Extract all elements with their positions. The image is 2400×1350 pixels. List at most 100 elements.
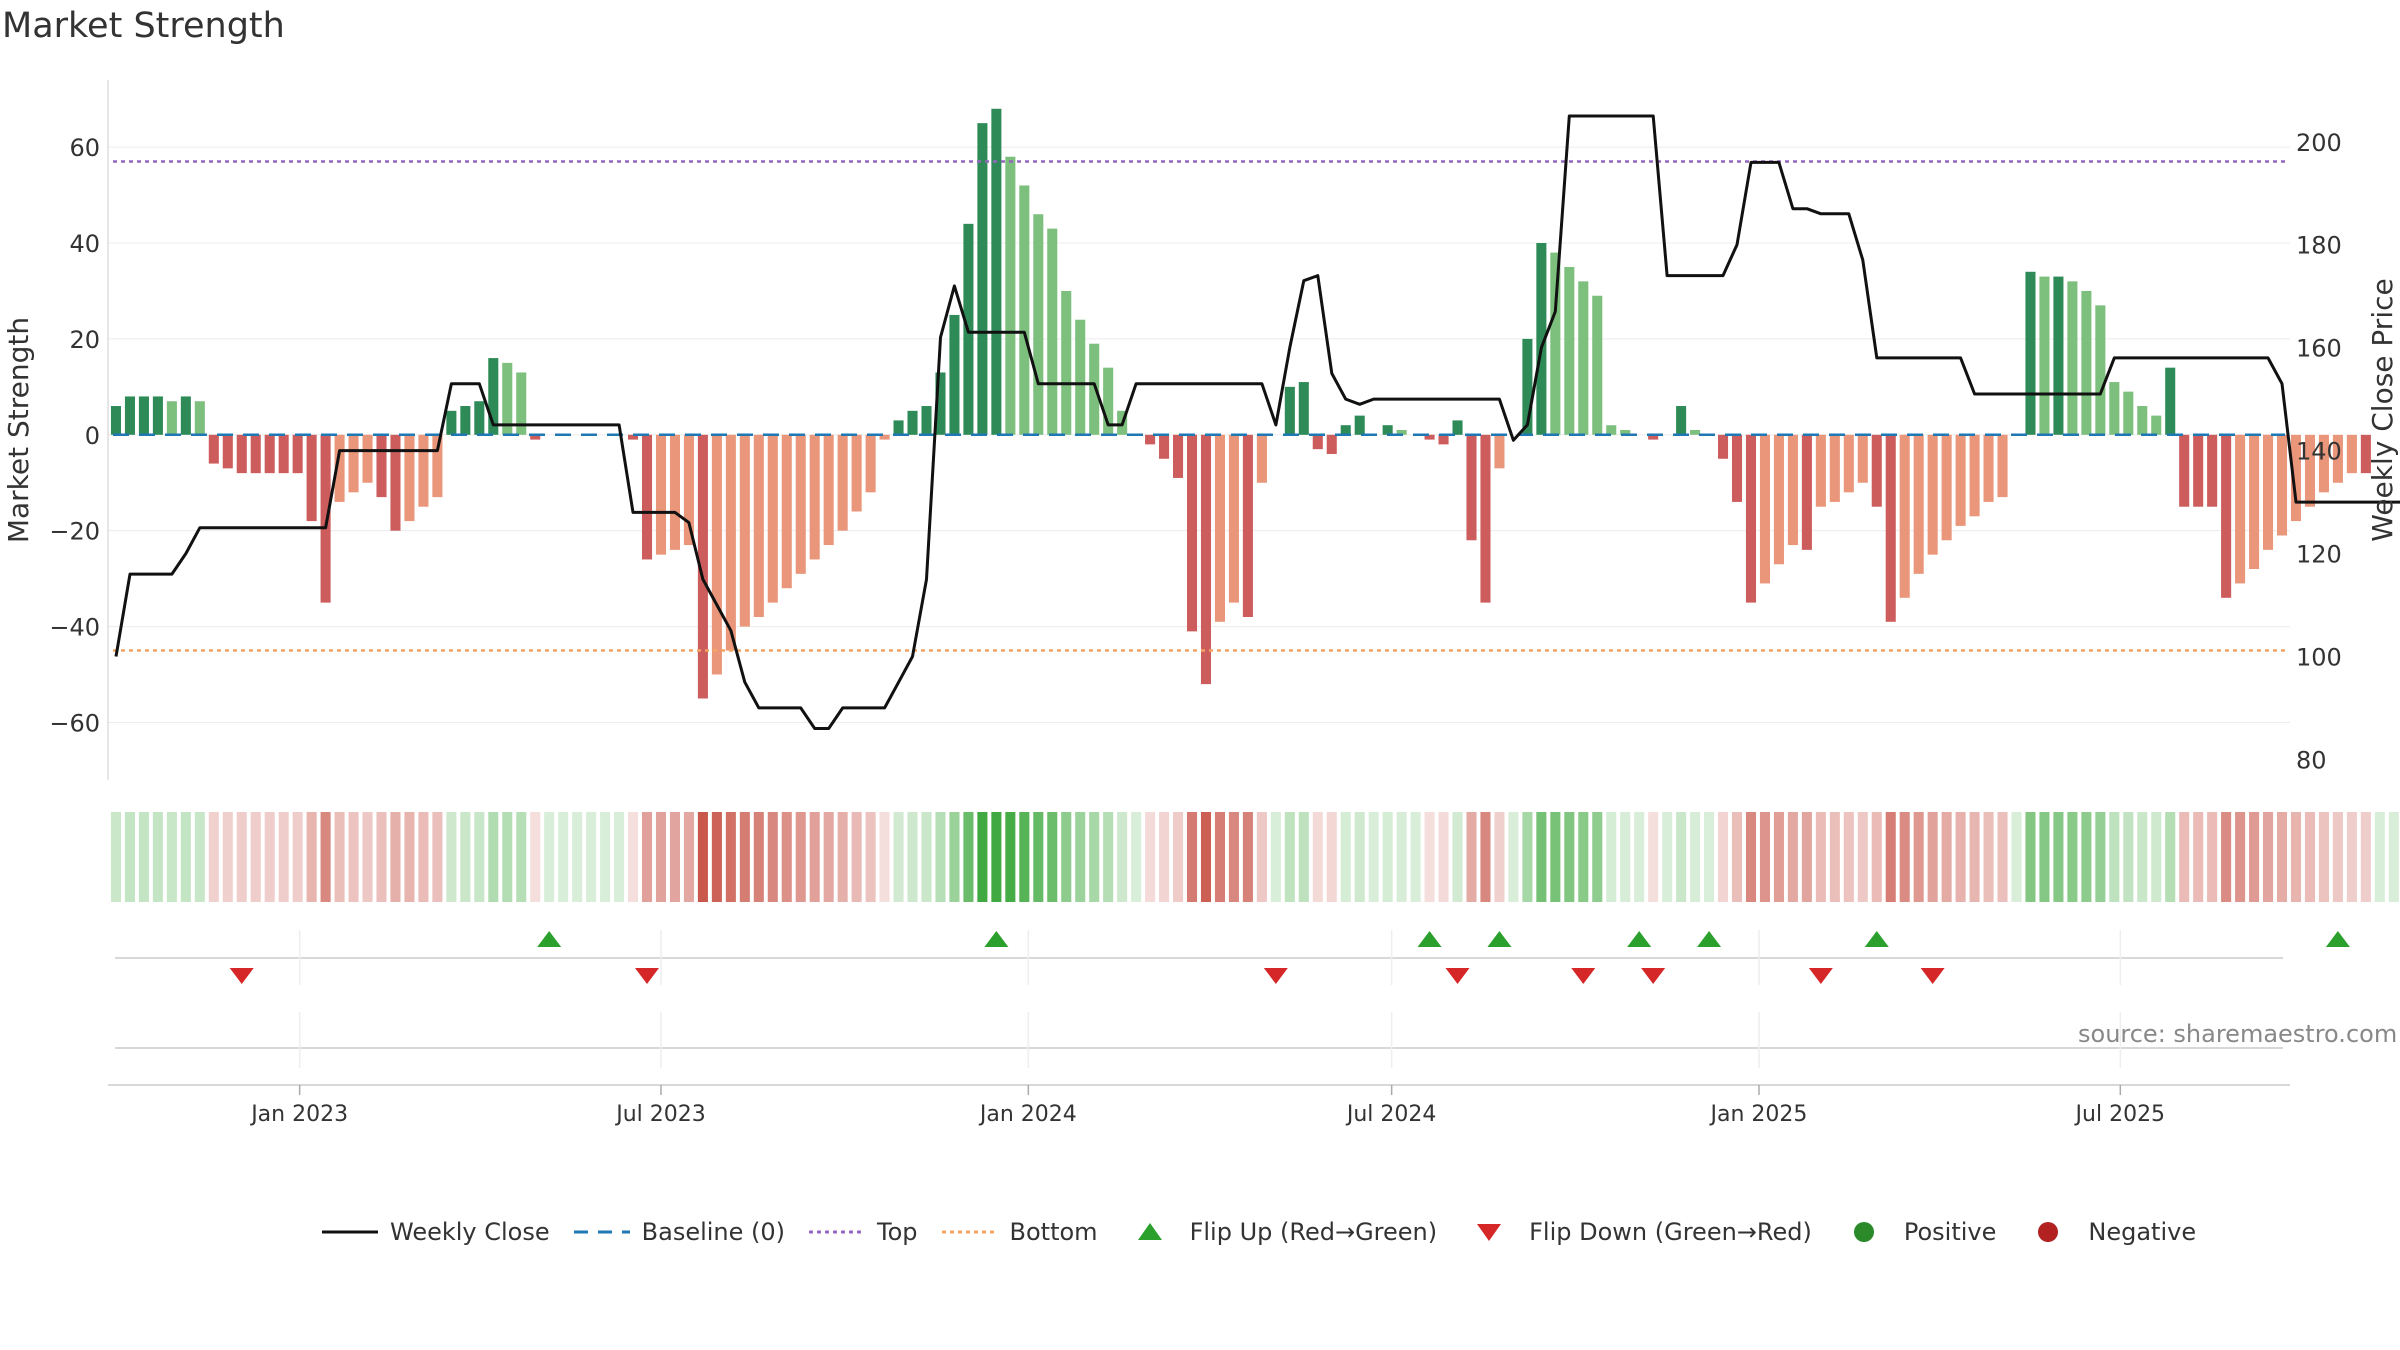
strength-bar bbox=[1578, 281, 1589, 435]
heat-cell bbox=[1047, 812, 1058, 902]
strength-bar bbox=[376, 434, 387, 498]
heat-cell bbox=[2332, 812, 2343, 902]
heat-cell bbox=[711, 812, 722, 902]
y-tick-label: 40 bbox=[69, 230, 100, 258]
heat-cell bbox=[166, 812, 177, 902]
strength-bar bbox=[1885, 434, 1896, 622]
strength-bar bbox=[1592, 295, 1603, 435]
strength-bar bbox=[502, 362, 513, 435]
strength-bar bbox=[1480, 434, 1491, 603]
strength-bar bbox=[767, 434, 778, 603]
heat-cell bbox=[879, 812, 890, 902]
heat-cell bbox=[2263, 812, 2274, 902]
legend-label: Flip Up (Red→Green) bbox=[1189, 1218, 1438, 1246]
strength-bar bbox=[1843, 434, 1854, 493]
strength-bar bbox=[1242, 434, 1253, 617]
heat-cell bbox=[809, 812, 820, 902]
heat-cell bbox=[1326, 812, 1337, 902]
heat-cell bbox=[1759, 812, 1770, 902]
legend-item: Flip Down (Green→Red) bbox=[1459, 1217, 1812, 1247]
legend-label: Top bbox=[877, 1218, 918, 1246]
heat-cell bbox=[544, 812, 555, 902]
strength-bar bbox=[306, 434, 317, 522]
heat-cell bbox=[194, 812, 205, 902]
flip-up-marker bbox=[1487, 931, 1512, 947]
strength-bar bbox=[2067, 281, 2078, 435]
flip-up-marker bbox=[1864, 931, 1889, 947]
strength-bar bbox=[1536, 243, 1547, 435]
heat-cell bbox=[1801, 812, 1812, 902]
strength-bar bbox=[641, 434, 653, 560]
heat-cell bbox=[739, 812, 750, 902]
strength-bar bbox=[1438, 434, 1449, 445]
legend-item: Baseline (0) bbox=[572, 1217, 785, 1247]
strength-bar bbox=[236, 434, 247, 474]
flip-down-marker bbox=[1641, 968, 1666, 984]
heat-cell bbox=[1955, 812, 1966, 902]
strength-bar bbox=[2290, 434, 2302, 522]
heat-cell bbox=[1676, 812, 1687, 902]
strength-bar bbox=[977, 123, 988, 435]
heat-cell bbox=[2318, 812, 2329, 902]
heat-cell bbox=[795, 812, 806, 902]
heat-cell bbox=[1704, 812, 1715, 902]
heat-cell bbox=[1983, 812, 1994, 902]
heat-cell bbox=[851, 812, 862, 902]
x-tick-label: Jul 2025 bbox=[2074, 1102, 2166, 1127]
heat-cell bbox=[725, 812, 736, 902]
weekly-close-line bbox=[114, 114, 2400, 730]
heat-cell bbox=[1424, 812, 1435, 902]
strength-bar bbox=[935, 372, 946, 435]
strength-bar bbox=[2263, 434, 2274, 550]
strength-bar bbox=[1312, 434, 1323, 450]
strength-bar bbox=[921, 406, 932, 435]
dotted-line-icon bbox=[807, 1217, 867, 1247]
strength-bar bbox=[222, 434, 233, 469]
y-tick-label: −60 bbox=[49, 709, 100, 737]
circle-icon bbox=[2018, 1217, 2078, 1247]
heat-cell bbox=[767, 812, 778, 902]
heat-cell bbox=[837, 812, 848, 902]
heat-cell bbox=[572, 812, 583, 902]
legend-item: Bottom bbox=[940, 1217, 1098, 1247]
heat-cell bbox=[823, 812, 834, 902]
heat-cell bbox=[1745, 812, 1757, 902]
heat-cell bbox=[1997, 812, 2008, 902]
strength-bar bbox=[474, 401, 485, 435]
flip-down-marker bbox=[1808, 968, 1833, 984]
heat-cell bbox=[865, 812, 876, 902]
strength-bar bbox=[949, 314, 960, 435]
heat-cell bbox=[292, 812, 303, 902]
strength-bar bbox=[2179, 434, 2190, 507]
strength-bar bbox=[1620, 430, 1631, 435]
strength-bar bbox=[166, 401, 177, 435]
legend-item: Negative bbox=[2018, 1217, 2196, 1247]
strength-bar bbox=[865, 434, 876, 493]
strength-bar bbox=[1648, 434, 1659, 440]
heat-cell bbox=[2235, 812, 2246, 902]
strength-bar bbox=[1019, 185, 1030, 435]
strength-bar bbox=[1829, 434, 1840, 502]
strength-bar bbox=[1103, 367, 1114, 435]
heat-cell bbox=[586, 812, 597, 902]
circle-icon bbox=[1834, 1217, 1894, 1247]
heat-cell bbox=[753, 812, 764, 902]
strength-bar bbox=[1801, 434, 1812, 550]
heat-cell bbox=[1662, 812, 1673, 902]
strength-bar bbox=[124, 396, 135, 435]
heat-cell bbox=[641, 812, 653, 902]
strength-bar bbox=[1452, 420, 1463, 435]
heat-cell bbox=[1731, 812, 1743, 902]
y2-tick-label: 140 bbox=[2296, 438, 2342, 466]
strength-bar bbox=[907, 410, 918, 435]
strength-bar bbox=[1913, 434, 1924, 574]
heat-cell bbox=[669, 812, 680, 902]
heat-cell bbox=[2179, 812, 2190, 902]
heat-cell bbox=[2374, 812, 2385, 902]
y-tick-label: −20 bbox=[49, 518, 100, 546]
strength-bar bbox=[781, 434, 792, 589]
dashed-line-icon bbox=[572, 1217, 632, 1247]
legend-item: Flip Up (Red→Green) bbox=[1120, 1217, 1438, 1247]
strength-bars bbox=[110, 108, 2371, 699]
